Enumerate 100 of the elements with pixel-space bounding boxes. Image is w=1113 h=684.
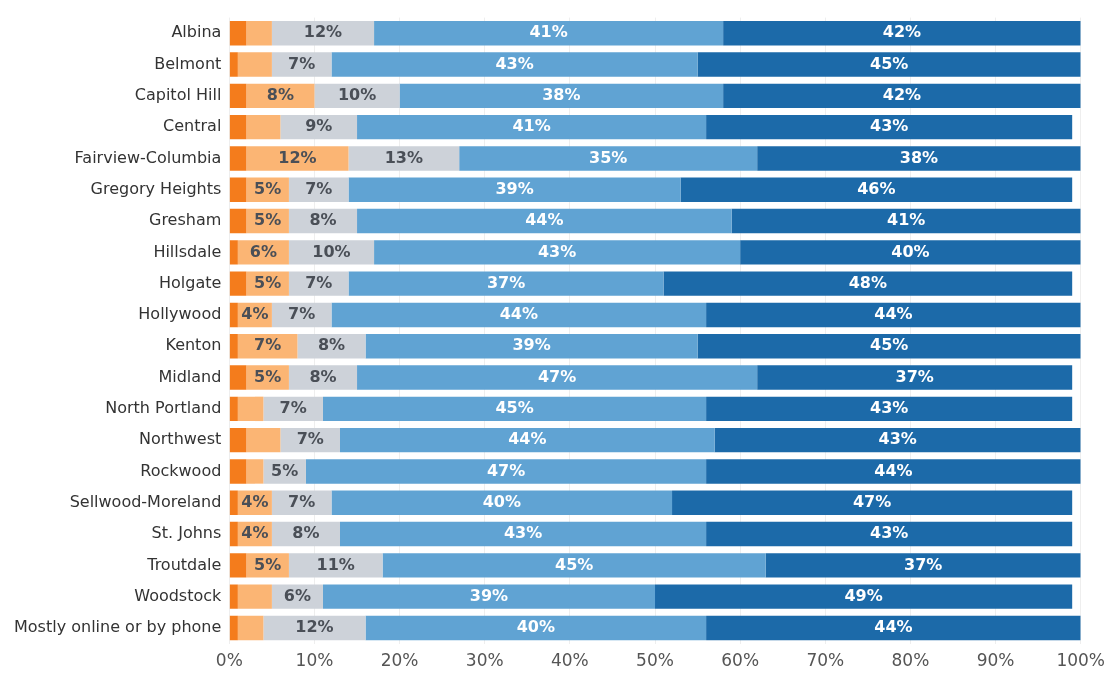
bar (765, 553, 1081, 578)
y-tick-label: Kenton (165, 335, 222, 355)
data-label: 46% (857, 178, 896, 198)
bar (714, 427, 1081, 453)
bar (229, 208, 247, 234)
bar (229, 365, 247, 390)
y-tick-label: Belmont (154, 53, 222, 73)
data-label: 47% (852, 491, 892, 511)
x-tick-label: 60% (721, 650, 760, 671)
data-label: 5% (254, 366, 282, 386)
bar (348, 177, 681, 202)
bar (357, 114, 707, 140)
bar (706, 302, 1081, 328)
bar (229, 302, 238, 328)
x-tick-label: 30% (465, 650, 504, 671)
data-label: 8% (317, 335, 346, 355)
bar (229, 114, 247, 140)
data-label: 44% (525, 210, 564, 230)
data-label: 7% (288, 304, 316, 324)
data-label: 43% (495, 53, 534, 73)
bar (706, 615, 1081, 641)
data-label: 7% (254, 335, 282, 355)
data-label: 38% (542, 85, 581, 105)
x-tick-label: 0% (215, 650, 243, 671)
y-tick-label: Woodstock (134, 585, 223, 605)
data-label: 39% (469, 585, 509, 605)
data-label: 4% (241, 304, 269, 324)
data-label: 8% (309, 210, 337, 230)
bar (697, 52, 1081, 77)
bar (331, 490, 673, 515)
x-tick-label: 50% (636, 650, 674, 671)
data-label: 7% (305, 272, 333, 292)
bar (459, 146, 758, 171)
bar (288, 553, 383, 578)
y-tick-label: Sellwood-Moreland (69, 491, 222, 511)
bar (237, 584, 272, 609)
bar (655, 584, 1073, 609)
data-label: 41% (529, 22, 568, 42)
y-tick-label: Mostly online or by phone (14, 617, 222, 637)
bar (331, 302, 707, 328)
bar (229, 521, 238, 547)
data-label: 43% (869, 398, 909, 418)
y-tick-label: Gregory Heights (90, 178, 222, 198)
y-tick-label: Northwest (139, 429, 222, 449)
x-tick-label: 70% (806, 650, 845, 671)
bar (229, 334, 238, 359)
bar (382, 553, 766, 578)
data-label: 13% (384, 147, 424, 167)
data-label: 8% (266, 85, 294, 105)
bar (706, 114, 1073, 140)
data-label: 43% (869, 116, 909, 136)
data-label: 47% (537, 366, 577, 386)
data-label: 5% (254, 272, 282, 292)
bar (322, 584, 656, 609)
data-label: 42% (882, 85, 922, 105)
data-label: 45% (869, 335, 909, 355)
data-label: 8% (309, 366, 337, 386)
data-label: 7% (279, 398, 307, 418)
bar (348, 146, 460, 171)
y-tick-label: Troutdale (146, 554, 222, 574)
bar (723, 83, 1081, 109)
bar (357, 365, 758, 390)
bar (229, 553, 247, 578)
bar (706, 521, 1073, 547)
data-label: 44% (874, 460, 913, 480)
data-label: 40% (891, 241, 930, 261)
data-label: 5% (254, 210, 282, 230)
bar (229, 615, 238, 641)
data-label: 43% (878, 429, 917, 449)
data-label: 42% (882, 22, 922, 42)
bar (229, 459, 247, 484)
bar (229, 584, 238, 609)
data-label: 40% (516, 617, 555, 637)
data-label: 37% (904, 554, 943, 574)
bar (672, 490, 1073, 515)
bar (365, 334, 698, 359)
data-label: 44% (508, 429, 547, 449)
bar (246, 459, 264, 484)
data-label: 49% (844, 585, 883, 605)
data-label: 7% (288, 491, 316, 511)
data-label: 7% (288, 53, 316, 73)
data-label: 43% (537, 241, 577, 261)
data-label: 47% (486, 460, 526, 480)
x-tick-label: 40% (550, 650, 589, 671)
bar (399, 83, 724, 109)
bar (229, 271, 247, 296)
data-label: 5% (254, 178, 282, 198)
bar (229, 146, 247, 171)
bar (680, 177, 1073, 202)
data-label: 44% (874, 304, 913, 324)
x-tick-label: 20% (380, 650, 419, 671)
y-tick-label: North Portland (105, 398, 222, 418)
data-label: 7% (296, 429, 324, 449)
y-tick-label: Albina (171, 22, 222, 42)
data-label: 45% (554, 554, 594, 574)
bar (246, 114, 281, 140)
bar (229, 427, 247, 453)
data-label: 45% (869, 53, 909, 73)
bar (740, 240, 1081, 265)
bar (229, 177, 247, 202)
